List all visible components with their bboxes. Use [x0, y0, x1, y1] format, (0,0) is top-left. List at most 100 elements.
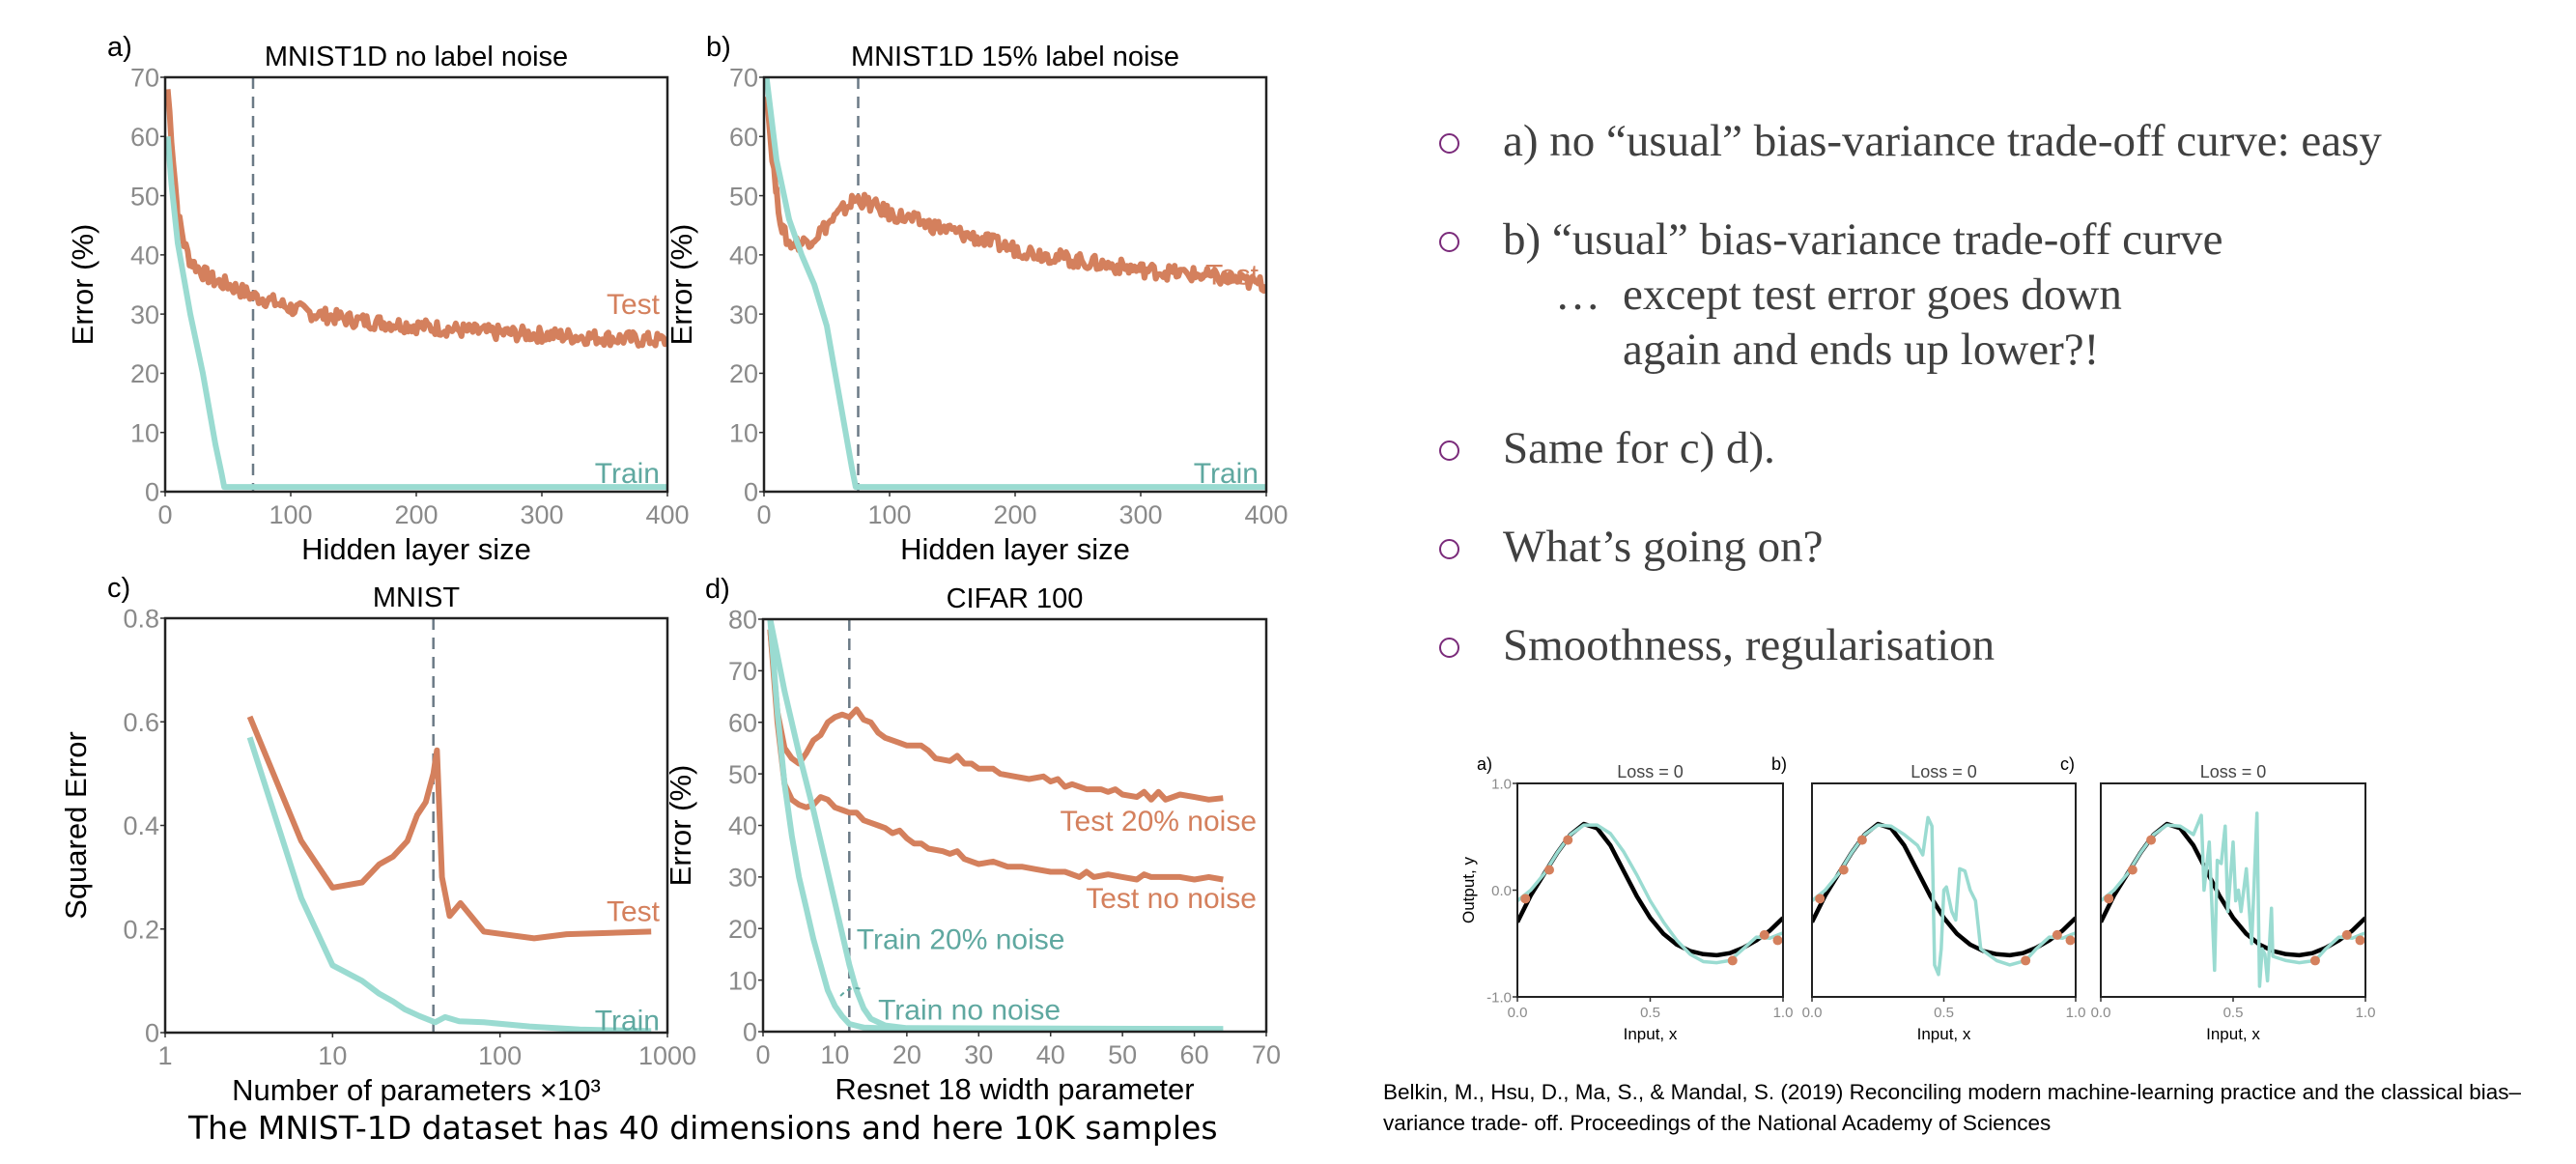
chart-panel-1: b) MNIST1D 15% label noise 0 10 20 30 40 50 60 70… — [665, 32, 1288, 566]
x-tick-label: 0.0 — [2091, 1005, 2111, 1021]
x-axis-label: Input, x — [1624, 1025, 1678, 1043]
plot-area — [1812, 815, 2076, 977]
plot-frame — [761, 617, 1268, 1034]
y-tick-label: 0.2 — [123, 915, 159, 944]
y-tick-label: 50 — [729, 182, 758, 211]
series-line-fitted-model — [1517, 823, 1783, 965]
data-point — [2104, 894, 2114, 904]
bullet-text: Smoothness, regularisation — [1503, 620, 1996, 670]
x-tick-label: 50 — [1108, 1040, 1137, 1069]
x-tick-label: 100 — [478, 1041, 522, 1070]
bullet-circle-icon — [1439, 539, 1459, 559]
plot-area — [1517, 821, 1783, 966]
x-tick-label: 40 — [1036, 1040, 1065, 1069]
x-axis-label: Number of parameters ×10³ — [232, 1073, 601, 1107]
figure-caption: The MNIST-1D dataset has 40 dimensions a… — [188, 1109, 1218, 1147]
series-label: Train 20% noise — [857, 924, 1065, 956]
data-point — [1772, 935, 1783, 946]
x-tick-label: 0 — [756, 500, 771, 529]
annotation-arrow — [837, 986, 861, 999]
y-tick-label: 1.0 — [1491, 776, 1512, 792]
x-tick-label: 200 — [993, 500, 1036, 529]
x-tick-label: 300 — [1118, 500, 1162, 529]
data-point — [2021, 955, 2031, 966]
x-tick-label: 0.5 — [1640, 1005, 1660, 1021]
bullet-item: What’s going on? — [1439, 520, 2550, 575]
y-tick-label: -1.0 — [1486, 989, 1512, 1006]
panel-label: c) — [2060, 754, 2075, 774]
data-point — [2052, 929, 2062, 940]
plot-frame — [163, 75, 669, 494]
series-label: Test no noise — [1086, 883, 1257, 915]
chart-panel-2: c) MNIST 0 0.2 0.4 0.6 0.8 1 10 100 1000 Number of … — [59, 573, 696, 1107]
data-point — [2355, 935, 2365, 946]
x-axis-label: Resnet 18 width parameter — [835, 1072, 1194, 1106]
series-line-true-function — [1517, 821, 1783, 958]
bullet-circle-icon — [1439, 638, 1459, 658]
x-tick-label: 0.0 — [1508, 1005, 1528, 1021]
y-tick-label: 30 — [728, 864, 757, 893]
series-line-test-20-noise — [767, 629, 1224, 803]
x-tick-label: 0.5 — [2223, 1005, 2244, 1021]
y-tick-label: 60 — [728, 708, 757, 737]
bullet-item: a) no “usual” bias-variance trade-off cu… — [1439, 114, 2550, 169]
y-tick-label: 20 — [728, 915, 757, 944]
x-tick-label: 400 — [645, 500, 689, 529]
panel-label: a) — [1477, 754, 1492, 774]
y-tick-label: 0 — [744, 478, 758, 507]
y-tick-label: 30 — [130, 300, 159, 329]
plot-area — [764, 76, 1266, 492]
data-point — [1759, 929, 1769, 940]
x-tick-label: 10 — [820, 1040, 849, 1069]
y-tick-label: 0 — [145, 1019, 159, 1048]
chart-panel-6: c) Loss = 0 0.0 0.5 1.0 Input, x — [2060, 754, 2375, 1043]
chart-title: Loss = 0 — [1617, 762, 1684, 781]
chart-panel-3: d) CIFAR 100 0 10 20 30 40 50 60 70 80 0 10 20 30 40 50 6… — [664, 574, 1281, 1106]
x-tick-label: 400 — [1244, 500, 1288, 529]
chart-title: MNIST1D no label noise — [265, 42, 568, 72]
x-axis-label: Input, x — [1917, 1025, 1971, 1043]
x-tick-label: 100 — [867, 500, 911, 529]
x-tick-label: 20 — [892, 1040, 921, 1069]
x-tick-label: 1.0 — [1773, 1005, 1794, 1021]
x-axis-label: Input, x — [2206, 1025, 2260, 1043]
data-point — [1544, 865, 1554, 875]
series-line-test — [246, 715, 652, 942]
bullet-circle-icon — [1439, 232, 1459, 252]
series-line-train-no-noise — [767, 618, 1224, 1032]
bullet-text: What’s going on? — [1503, 522, 1824, 572]
series-label: Train — [595, 458, 660, 490]
bullet-circle-icon — [1439, 133, 1459, 154]
bullet-text: a) no “usual” bias-variance trade-off cu… — [1503, 116, 2382, 166]
y-axis-label: Squared Error — [59, 731, 93, 920]
plot-area — [165, 77, 667, 492]
x-tick-label: 100 — [269, 500, 312, 529]
x-axis-label: Hidden layer size — [900, 532, 1130, 566]
x-tick-label: 0 — [157, 500, 172, 529]
series-label: Test — [607, 896, 661, 928]
y-tick-label: 0.8 — [123, 605, 159, 634]
series-line-train — [246, 736, 652, 1033]
chart-title: Loss = 0 — [1911, 762, 1977, 781]
y-tick-label: 10 — [729, 418, 758, 447]
plot-area — [246, 618, 652, 1033]
panel-label: d) — [705, 574, 730, 605]
x-tick-label: 30 — [964, 1040, 993, 1069]
panel-label: b) — [1771, 754, 1787, 774]
series-label: Test — [1205, 260, 1260, 292]
plot-area — [767, 618, 1224, 1032]
bullet-text: b) “usual” bias-variance trade-off curve — [1503, 214, 2223, 265]
series-line-train — [165, 136, 667, 491]
series-label: Train — [1194, 458, 1259, 490]
chart-title: MNIST1D 15% label noise — [851, 42, 1179, 72]
data-point — [2065, 935, 2076, 946]
y-axis-label: Output, y — [1459, 857, 1478, 923]
y-tick-label: 20 — [130, 359, 159, 388]
y-tick-label: 10 — [728, 966, 757, 995]
y-axis-label: Error (%) — [665, 224, 698, 346]
sub-bullet-text: except test error goes down again and en… — [1623, 270, 2122, 375]
bullet-list: a) no “usual” bias-variance trade-off cu… — [1439, 114, 2550, 717]
x-tick-label: 0.5 — [1934, 1005, 1954, 1021]
